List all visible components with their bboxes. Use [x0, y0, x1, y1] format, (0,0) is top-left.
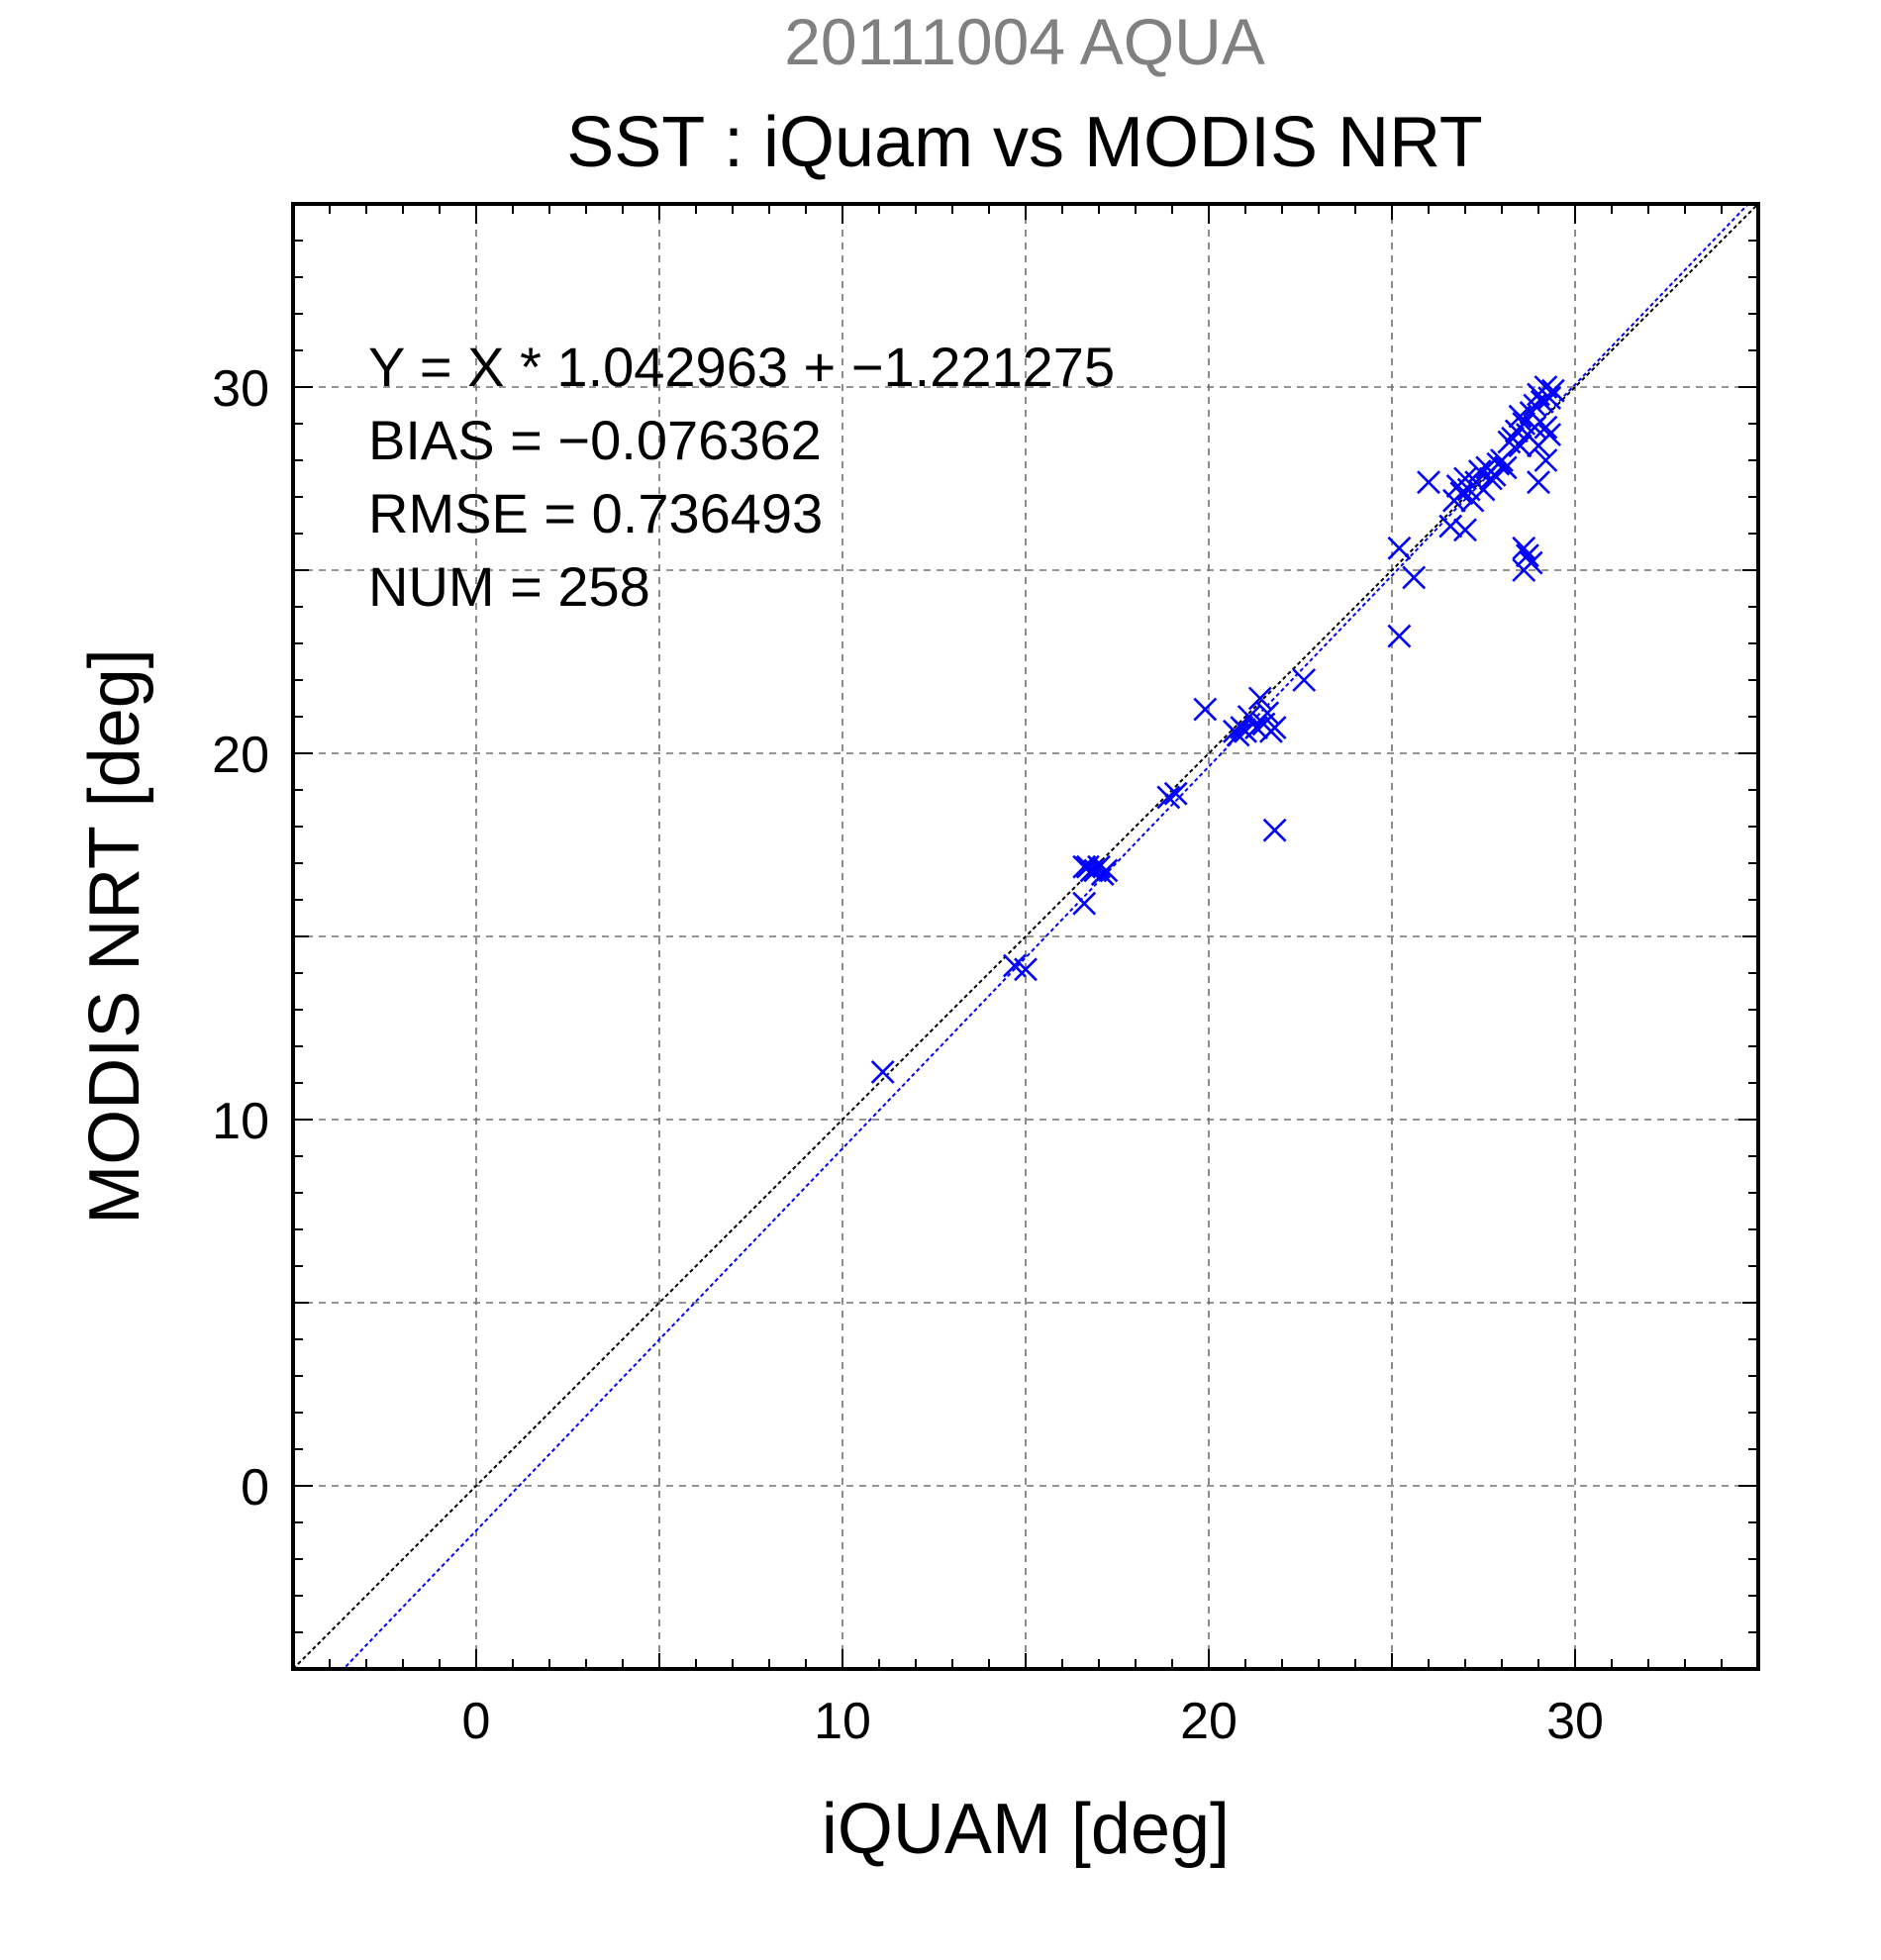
data-point: [1515, 543, 1539, 568]
data-point: [1453, 518, 1477, 542]
data-point: [1072, 891, 1097, 916]
data-points: [870, 375, 1565, 1084]
data-point: [1523, 415, 1547, 440]
data-point: [1226, 723, 1250, 747]
y-axis-title: MODIS NRT [deg]: [75, 648, 154, 1225]
data-point: [1387, 624, 1412, 648]
data-point: [1527, 470, 1550, 495]
stats-annotation: Y = X * 1.042963 + −1.221275 BIAS = −0.07…: [368, 336, 1115, 618]
data-point: [1537, 386, 1562, 411]
y-tick-label: 30: [212, 360, 269, 418]
data-point: [1156, 785, 1181, 810]
data-point: [1193, 697, 1218, 722]
x-axis-title: iQUAM [deg]: [822, 1790, 1230, 1869]
data-point: [1163, 781, 1188, 806]
data-point: [1292, 668, 1317, 692]
data-point: [1519, 550, 1543, 575]
data-point: [1512, 536, 1536, 560]
data-point: [1402, 565, 1427, 590]
y-tick-label: 20: [212, 727, 269, 784]
data-point: [1094, 858, 1119, 883]
x-tick-label: 30: [1546, 1693, 1604, 1750]
data-point: [1490, 448, 1514, 472]
data-point: [1471, 477, 1496, 502]
plot-frame: [291, 202, 1760, 1671]
stats-line: NUM = 258: [368, 555, 650, 618]
data-point: [1449, 481, 1474, 506]
stats-line: Y = X * 1.042963 + −1.221275: [368, 336, 1115, 398]
data-point: [1537, 423, 1562, 447]
data-point: [1467, 459, 1492, 484]
y-tick-label: 0: [241, 1459, 269, 1517]
data-point: [1387, 536, 1412, 560]
chart-suptitle: 20111004 AQUA: [784, 5, 1265, 78]
data-point: [1087, 854, 1111, 879]
x-tick-labels: 0 10 20 30: [462, 1693, 1604, 1750]
x-tick-label: 0: [462, 1693, 491, 1750]
stats-line: RMSE = 0.736493: [368, 482, 823, 544]
y-tick-label: 10: [212, 1093, 269, 1150]
data-point: [1262, 818, 1287, 842]
chart-title: SST : iQuam vs MODIS NRT: [566, 103, 1483, 182]
data-point: [1262, 716, 1287, 740]
y-tick-labels: 0 10 20 30: [212, 360, 269, 1517]
data-point: [1247, 686, 1272, 711]
stats-line: BIAS = −0.076362: [368, 409, 822, 471]
x-tick-label: 20: [1180, 1693, 1238, 1750]
data-point: [1493, 455, 1518, 480]
data-point: [1417, 470, 1440, 495]
data-point: [1540, 378, 1565, 403]
data-point: [1438, 514, 1463, 539]
data-point: [1237, 705, 1261, 729]
data-point: [1534, 448, 1558, 472]
data-point: [1534, 415, 1558, 440]
data-point: [1508, 434, 1533, 458]
x-tick-label: 10: [814, 1693, 871, 1750]
data-point: [870, 1059, 895, 1084]
data-point: [1255, 701, 1280, 726]
data-point: [1508, 404, 1533, 429]
data-point: [1244, 716, 1269, 740]
data-point: [1014, 957, 1038, 982]
